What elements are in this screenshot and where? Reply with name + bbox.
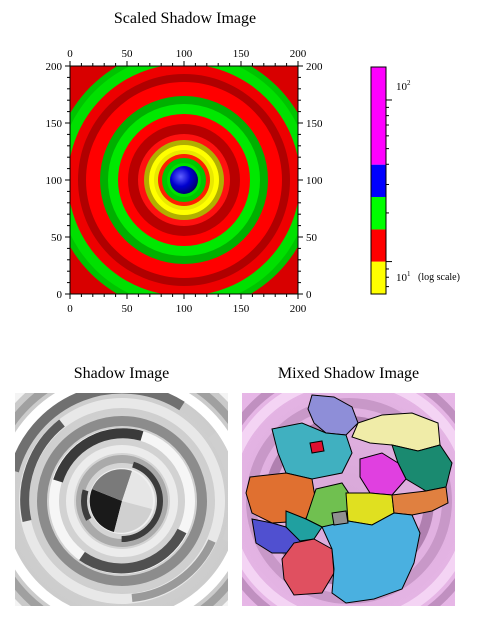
y-tick-label-right: 50 bbox=[306, 232, 318, 244]
region-south-red bbox=[281, 538, 335, 596]
y-tick-label-left: 50 bbox=[51, 232, 63, 244]
main-chart-title: Scaled Shadow Image bbox=[113, 10, 257, 27]
x-tick-label-top: 0 bbox=[67, 48, 73, 60]
colorbar-scale-note: (log scale) bbox=[418, 272, 460, 283]
x-tick-label-bottom: 0 bbox=[67, 303, 73, 315]
shadow-image-title: Shadow Image bbox=[73, 365, 170, 382]
colorbar-band bbox=[371, 164, 386, 197]
colorbar-label-bottom: 101 bbox=[396, 270, 411, 284]
x-tick-label-top: 200 bbox=[290, 48, 307, 60]
shadow-image bbox=[15, 393, 228, 606]
x-tick-label-bottom: 200 bbox=[290, 303, 307, 315]
y-tick-label-right: 200 bbox=[306, 61, 323, 73]
x-tick-label-bottom: 150 bbox=[233, 303, 250, 315]
x-tick-label-bottom: 50 bbox=[122, 303, 134, 315]
colorbar-band bbox=[371, 229, 386, 262]
colorbar-band bbox=[371, 67, 386, 165]
y-tick-label-right: 100 bbox=[306, 175, 323, 187]
y-tick-label-left: 100 bbox=[46, 175, 63, 187]
colorbar-band bbox=[371, 261, 386, 294]
x-tick-label-top: 150 bbox=[233, 48, 250, 60]
x-tick-label-top: 100 bbox=[176, 48, 193, 60]
colorbar-band bbox=[371, 196, 386, 230]
region-map bbox=[245, 394, 453, 604]
mixed-shadow-image-title: Mixed Shadow Image bbox=[277, 365, 420, 382]
y-tick-label-left: 150 bbox=[46, 118, 63, 130]
colorbar: 102 101 (log scale) bbox=[370, 66, 460, 295]
x-tick-label-top: 50 bbox=[122, 48, 134, 60]
y-tick-label-left: 200 bbox=[46, 61, 63, 73]
region-west-orange bbox=[245, 472, 317, 524]
y-tick-label-left: 0 bbox=[57, 289, 63, 301]
y-tick-label-right: 150 bbox=[306, 118, 323, 130]
region-south-blue bbox=[321, 512, 421, 604]
region-center-magenta bbox=[359, 452, 407, 496]
mixed-shadow-image bbox=[242, 393, 455, 606]
colorbar-label-top: 102 bbox=[396, 79, 411, 93]
y-tick-label-right: 0 bbox=[306, 289, 312, 301]
region-small-red bbox=[309, 440, 325, 454]
ring-image bbox=[70, 66, 298, 294]
x-tick-label-bottom: 100 bbox=[176, 303, 193, 315]
region-grey bbox=[331, 510, 349, 526]
